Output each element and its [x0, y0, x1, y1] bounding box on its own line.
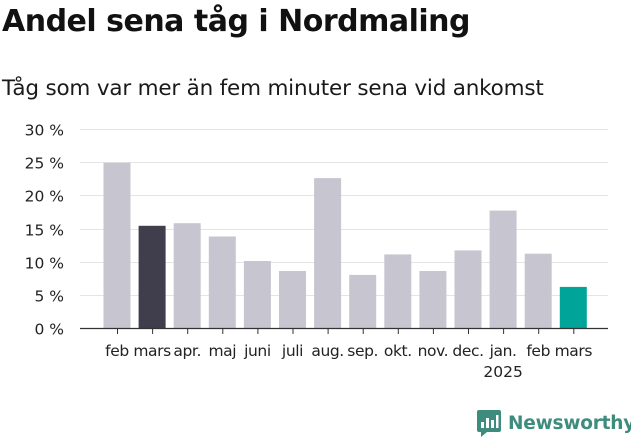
bar-nov	[419, 271, 447, 328]
newsworthy-chart-icon	[477, 410, 501, 437]
bar-feb	[524, 253, 552, 328]
x-tick-label: mars	[555, 342, 593, 360]
bar-jan	[489, 210, 517, 328]
bar-feb	[103, 162, 131, 328]
bar-juli	[279, 271, 306, 328]
bars	[103, 162, 587, 328]
x-tick-label: feb	[526, 342, 550, 360]
y-tick-label: 10 %	[25, 255, 64, 273]
x-tick-label: dec.	[452, 342, 483, 360]
newsworthy-logo: Newsworthy	[476, 408, 631, 438]
y-tick-label: 5 %	[34, 288, 64, 306]
y-tick-label: 25 %	[25, 155, 64, 173]
x-tick-label: maj	[208, 342, 236, 360]
bar-juni	[243, 261, 271, 328]
y-axis-ticks: 0 % 5 % 10 % 15 % 20 % 25 % 30 %	[25, 122, 64, 339]
x-tick-label: juli	[281, 342, 303, 360]
y-tick-label: 0 %	[34, 321, 64, 339]
bar-dec	[454, 250, 482, 328]
x-tick-label: nov.	[418, 342, 449, 360]
y-tick-label: 20 %	[25, 188, 64, 206]
x-axis	[80, 327, 608, 334]
chart-subtitle: Tåg som var mer än fem minuter sena vid …	[2, 76, 544, 101]
chart-title: Andel sena tåg i Nordmaling	[2, 4, 471, 39]
grid-lines	[80, 129, 608, 296]
x-tick-label: feb	[105, 342, 129, 360]
bar-sep	[349, 274, 377, 328]
bar-aug	[314, 178, 342, 328]
bar-mars	[138, 225, 166, 328]
x-tick-label: okt.	[384, 342, 412, 360]
y-tick-label: 30 %	[25, 122, 64, 140]
bar-okt	[384, 254, 412, 328]
bar-maj	[208, 236, 236, 328]
x-tick-label: aug.	[311, 342, 344, 360]
x-tick-label: jan.	[489, 342, 517, 360]
bar-mars	[559, 286, 587, 328]
logo-text: Newsworthy	[508, 412, 631, 434]
bar-apr	[173, 223, 201, 328]
y-tick-label: 15 %	[25, 222, 64, 240]
x-tick-label: apr.	[173, 342, 201, 360]
x-tick-label: juni	[243, 342, 271, 360]
x-tick-label: sep.	[347, 342, 378, 360]
x-axis-labels: feb mars apr. maj juni juli aug. sep. okt. nov. de…	[105, 342, 593, 381]
x-year-label: 2025	[483, 363, 522, 381]
x-tick-label: mars	[133, 342, 171, 360]
